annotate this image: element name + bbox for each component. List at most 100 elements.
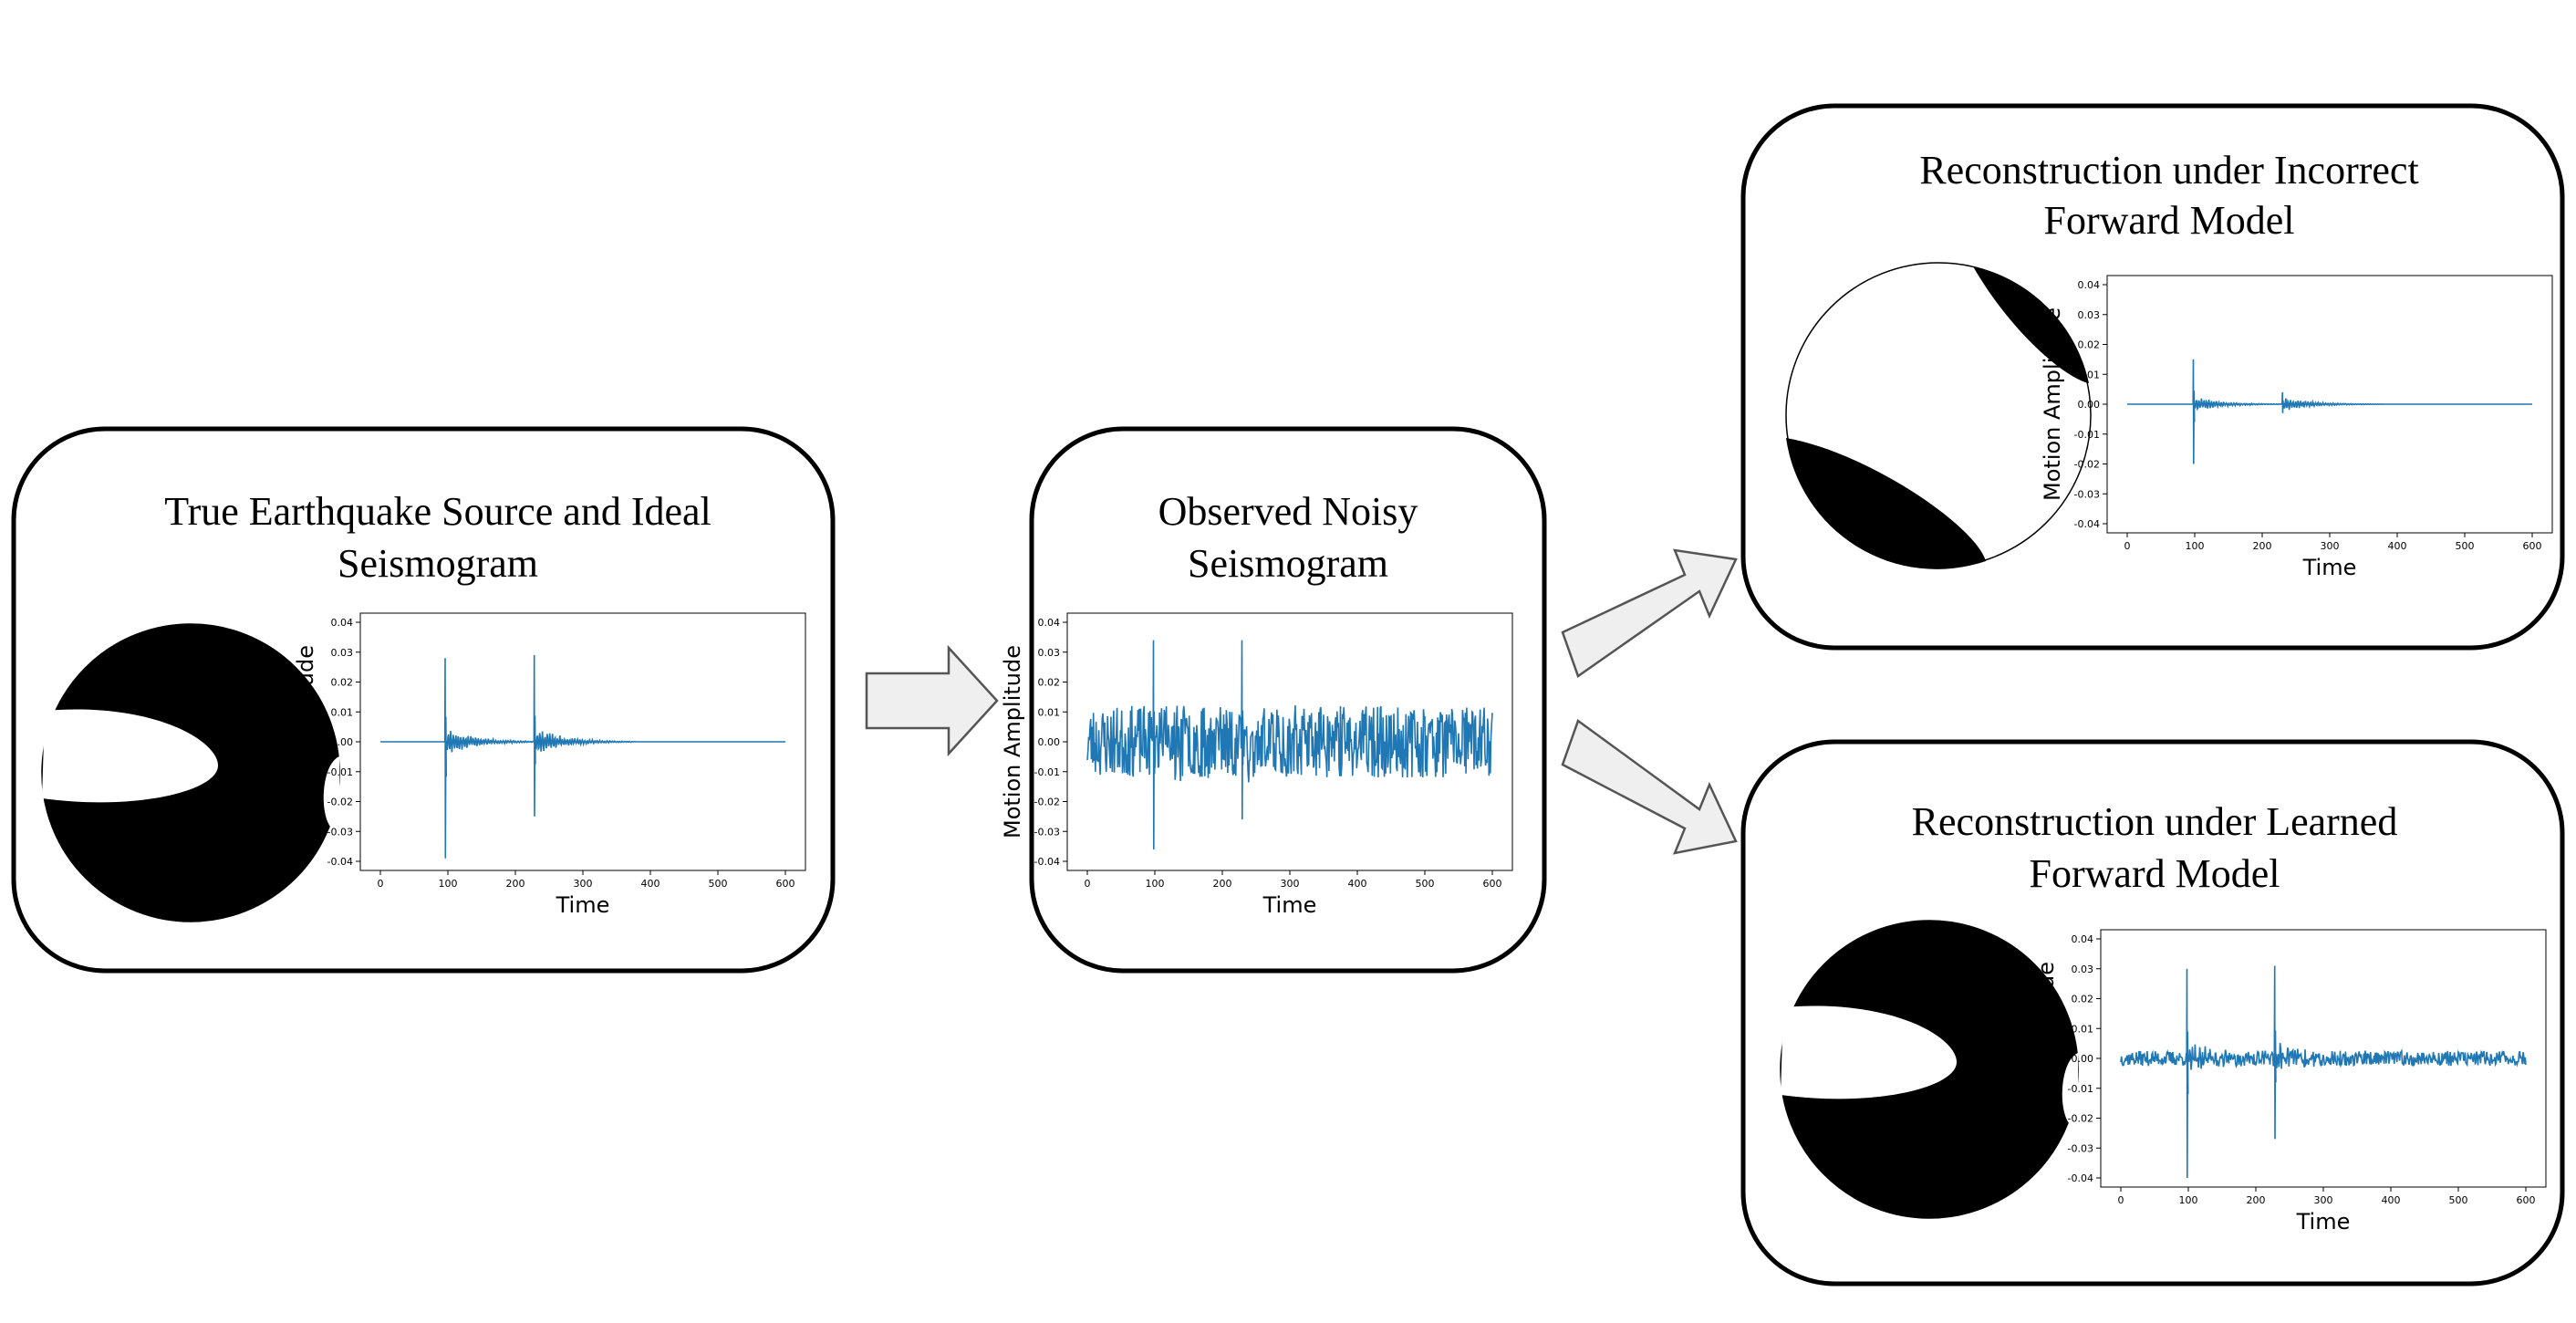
y-tick-label: 0.03	[1038, 647, 1061, 659]
x-tick-label: 0	[2118, 1194, 2124, 1206]
x-tick-label: 600	[1483, 878, 1502, 890]
y-tick-label: 0.01	[1038, 706, 1061, 718]
x-axis-label: Time	[2296, 1209, 2351, 1234]
y-tick-label: 0.03	[331, 647, 354, 659]
panel-title-line1: True Earthquake Source and Ideal	[164, 489, 712, 534]
y-tick-label: 0.02	[1038, 677, 1061, 689]
x-tick-label: 300	[2321, 540, 2340, 552]
y-axis-label: Motion Amplitude	[2040, 307, 2065, 501]
x-tick-label: 600	[2523, 540, 2542, 552]
y-tick-label: -0.04	[2068, 1172, 2093, 1184]
x-axis-label: Time	[2302, 555, 2357, 580]
x-tick-label: 400	[2388, 540, 2407, 552]
panel-true-source: True Earthquake Source and Ideal Seismog…	[11, 426, 836, 974]
panel-learned: Reconstruction under Learned Forward Mod…	[1740, 739, 2565, 1287]
panel-title-line2: Forward Model	[2044, 198, 2295, 243]
y-tick-label: 0.03	[2078, 309, 2101, 321]
x-tick-label: 400	[1348, 878, 1367, 890]
y-tick-label: 0.01	[2072, 1023, 2094, 1035]
x-tick-label: 0	[378, 878, 384, 890]
panel-title-line1: Reconstruction under Incorrect	[1919, 148, 2418, 193]
x-tick-label: 500	[1416, 878, 1435, 890]
panel-title-line2: Forward Model	[2030, 851, 2280, 896]
arrow-observed-to-incorrect	[1561, 548, 1738, 678]
y-tick-label: 0.04	[1038, 617, 1061, 629]
x-tick-label: 600	[2517, 1194, 2536, 1206]
x-tick-label: 0	[2124, 540, 2131, 552]
seismogram-series-line	[1086, 640, 1493, 849]
y-axis-label: Motion Amplitude	[2033, 962, 2059, 1155]
x-tick-label: 200	[2253, 540, 2272, 552]
x-tick-label: 200	[2247, 1194, 2266, 1206]
seismogram-chart-true: 0.04 0.03 0.02 0.01 0.00 -0.01 -0.02 -0.03 -0.04…	[293, 612, 806, 918]
seismogram-chart-incorrect: 0.04 0.03 0.02 0.01 0.00 -0.01 -0.02 -0.03 -0.04…	[2040, 275, 2553, 580]
y-tick-label: -0.03	[2074, 488, 2100, 500]
x-tick-label: 100	[2186, 540, 2205, 552]
x-tick-label: 400	[2382, 1194, 2401, 1206]
y-tick-label: -0.01	[2068, 1083, 2093, 1095]
y-axis-label: Motion Amplitude	[293, 645, 318, 839]
y-tick-label: -0.04	[327, 856, 353, 868]
y-tick-label: 0.04	[2072, 933, 2094, 945]
seismogram-chart-observed: 0.04 0.03 0.02 0.01 0.00 -0.01 -0.02 -0.03 -0.04…	[1000, 612, 1513, 918]
x-tick-label: 500	[709, 878, 728, 890]
x-tick-label: 300	[1281, 878, 1300, 890]
seismogram-chart-learned: 0.04 0.03 0.02 0.01 0.00 -0.01 -0.02 -0.03 -0.04…	[2033, 929, 2547, 1234]
x-tick-label: 100	[1146, 878, 1165, 890]
seismogram-series-line	[2120, 965, 2527, 1179]
x-tick-label: 200	[506, 878, 525, 890]
y-tick-label: -0.03	[2068, 1142, 2093, 1154]
y-tick-label: -0.03	[1034, 826, 1060, 838]
y-tick-label: 0.01	[2078, 369, 2101, 380]
seismogram-series-line	[380, 654, 785, 859]
panel-observed: Observed Noisy Seismogram 0.040.030.020.…	[1000, 426, 1547, 974]
y-tick-label: -0.01	[1034, 766, 1060, 778]
y-tick-label: -0.01	[327, 766, 353, 778]
y-axis-label: Motion Amplitude	[1000, 645, 1025, 839]
y-tick-label: -0.01	[2074, 429, 2100, 441]
y-tick-label: 0.02	[2072, 994, 2094, 1005]
x-tick-label: 500	[2456, 540, 2475, 552]
y-tick-label: 0.00	[2078, 399, 2101, 411]
y-tick-label: -0.02	[2074, 459, 2100, 471]
arrow-true-to-observed	[865, 644, 999, 757]
beachball-true-source	[41, 623, 340, 922]
beachball-incorrect	[1785, 262, 2092, 569]
x-tick-label: 0	[1085, 878, 1091, 890]
y-tick-label: 0.02	[331, 677, 354, 689]
y-tick-label: -0.04	[2074, 518, 2100, 530]
x-axis-label: Time	[1262, 892, 1317, 918]
y-tick-label: 0.04	[331, 617, 354, 629]
panel-title-line2: Seismogram	[338, 541, 538, 586]
y-tick-label: 0.04	[2078, 279, 2101, 291]
seismogram-series-line	[2127, 359, 2532, 464]
x-tick-label: 400	[641, 878, 660, 890]
x-tick-label: 600	[776, 878, 795, 890]
y-tick-label: -0.04	[1034, 856, 1060, 868]
x-tick-label: 100	[439, 878, 458, 890]
y-tick-label: 0.00	[2072, 1053, 2094, 1065]
beachball-learned	[1780, 920, 2079, 1219]
panel-incorrect: Reconstruction under Incorrect Forward M…	[1740, 103, 2565, 651]
x-tick-label: 300	[574, 878, 593, 890]
y-tick-label: 0.02	[2078, 339, 2101, 351]
y-tick-label: 0.00	[1038, 736, 1061, 748]
panel-title-line1: Reconstruction under Learned	[1912, 799, 2398, 844]
y-tick-label: -0.02	[2068, 1113, 2093, 1125]
y-tick-label: -0.03	[327, 826, 353, 838]
x-tick-label: 300	[2314, 1194, 2333, 1206]
x-tick-label: 100	[2179, 1194, 2198, 1206]
arrow-observed-to-learned	[1561, 719, 1738, 855]
x-tick-label: 200	[1213, 878, 1232, 890]
panel-title-line1: Observed Noisy	[1158, 489, 1418, 534]
y-tick-label: 0.03	[2072, 964, 2094, 975]
y-tick-label: 0.01	[331, 706, 354, 718]
x-axis-label: Time	[556, 892, 610, 918]
x-tick-label: 500	[2449, 1194, 2468, 1206]
panel-title-line2: Seismogram	[1188, 541, 1388, 586]
y-tick-label: -0.02	[327, 797, 353, 808]
y-tick-label: 0.00	[331, 736, 354, 748]
y-tick-label: -0.02	[1034, 797, 1060, 808]
